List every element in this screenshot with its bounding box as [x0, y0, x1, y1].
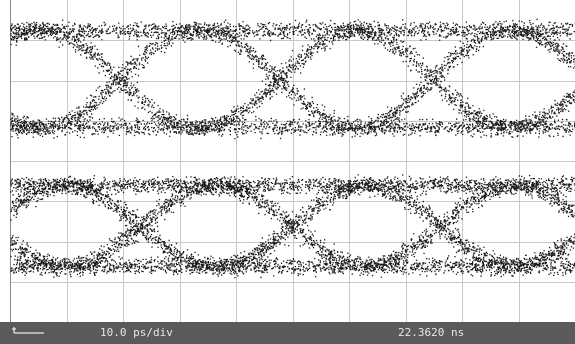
scope-screen: 10.0 ps/div 22.3620 ns [0, 0, 575, 344]
status-bar [0, 322, 575, 344]
timebase-label: 10.0 ps/div [100, 326, 173, 339]
position-label: 22.3620 ns [398, 326, 464, 339]
page: 10.0 ps/div 22.3620 ns (() => { const da… [0, 0, 575, 344]
